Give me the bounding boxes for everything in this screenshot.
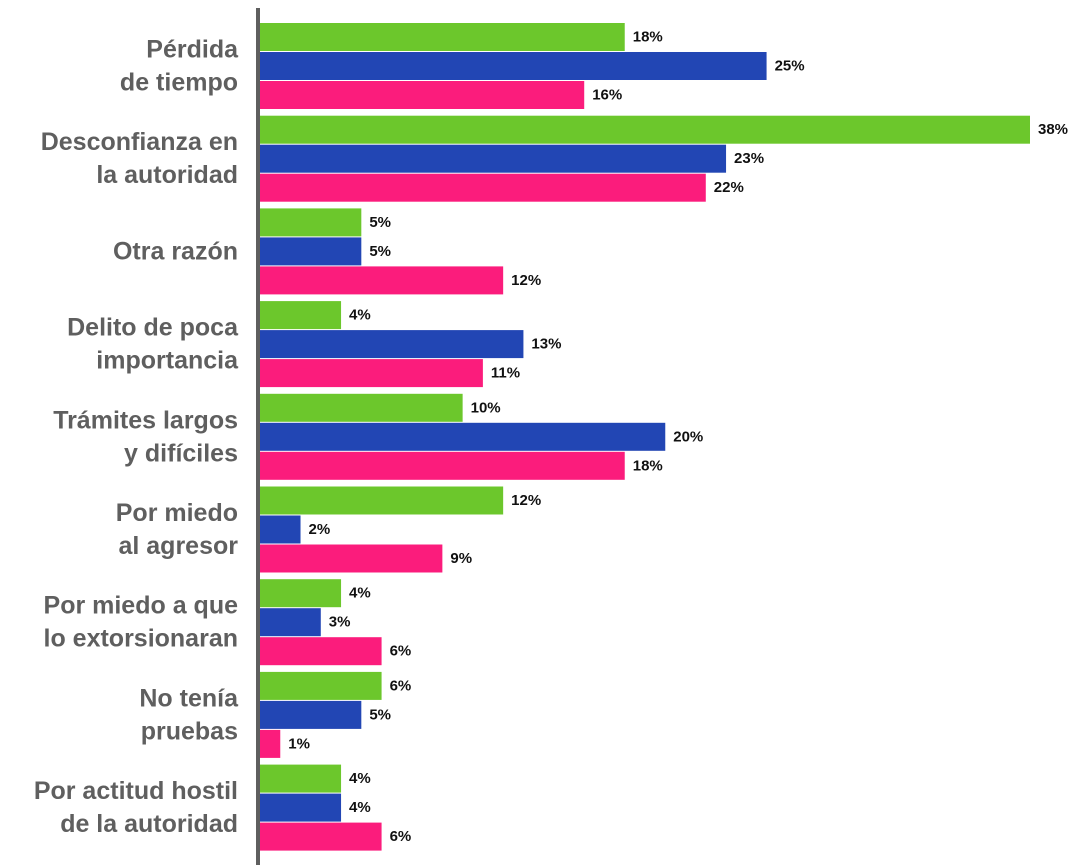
category-label-7-line-0: No tenía: [139, 684, 239, 712]
bar-2-0: [260, 208, 362, 237]
bar-4-1: [260, 422, 666, 451]
value-label-3-2: 11%: [491, 365, 520, 382]
value-label-8-0: 4%: [349, 770, 371, 787]
bar-8-1: [260, 793, 342, 822]
category-label-1-line-0: Desconfianza en: [41, 128, 238, 156]
bar-2-2: [260, 266, 504, 295]
category-label-7-line-1: pruebas: [141, 717, 238, 745]
value-label-0-2: 16%: [592, 87, 622, 104]
category-label-0-line-0: Pérdida: [146, 36, 239, 64]
value-labels-group: 18% 25% 16% 38% 23% 22% 5% 5% 12% 4% 13% 11% 10% 20% 1…: [288, 29, 1068, 846]
value-label-5-2: 9%: [450, 550, 472, 567]
category-label-4-line-1: y difíciles: [124, 439, 238, 467]
bar-1-2: [260, 173, 706, 202]
value-label-7-1: 5%: [369, 706, 391, 723]
bar-5-0: [260, 486, 504, 515]
category-label-8-line-1: de la autoridad: [60, 810, 238, 838]
value-label-5-0: 12%: [511, 492, 541, 509]
value-label-3-0: 4%: [349, 307, 371, 324]
value-label-4-1: 20%: [673, 428, 703, 445]
value-label-3-1: 13%: [531, 336, 561, 353]
category-label-2-line-0: Otra razón: [113, 237, 238, 265]
value-label-4-0: 10%: [471, 399, 501, 416]
category-label-3-line-0: Delito de poca: [67, 314, 239, 342]
bar-4-0: [260, 393, 463, 422]
value-label-5-1: 2%: [309, 521, 331, 538]
bar-0-1: [260, 52, 767, 80]
bar-6-2: [260, 637, 382, 666]
category-label-1-line-1: la autoridad: [96, 161, 238, 189]
bar-2-1: [260, 237, 362, 266]
bar-0-0: [260, 23, 625, 51]
bar-1-1: [260, 144, 727, 173]
bar-8-0: [260, 764, 342, 793]
value-label-2-2: 12%: [511, 272, 541, 289]
bar-8-2: [260, 822, 382, 851]
value-label-1-1: 23%: [734, 150, 764, 167]
bar-1-0: [260, 115, 1030, 144]
value-label-2-1: 5%: [369, 243, 391, 260]
bar-7-2: [260, 729, 281, 758]
bar-0-2: [260, 81, 585, 109]
value-label-7-2: 1%: [288, 735, 310, 752]
bar-6-1: [260, 608, 321, 637]
value-label-8-1: 4%: [349, 799, 371, 816]
value-label-1-2: 22%: [714, 179, 744, 196]
bar-3-1: [260, 330, 524, 359]
bar-3-0: [260, 301, 342, 330]
category-label-6-line-1: lo extorsionaran: [44, 625, 239, 653]
value-label-1-0: 38%: [1038, 121, 1068, 138]
category-label-3-line-1: importancia: [96, 347, 239, 375]
category-label-0-line-1: de tiempo: [120, 69, 238, 97]
category-label-4-line-0: Trámites largos: [53, 406, 238, 434]
bar-3-2: [260, 359, 483, 388]
bar-4-2: [260, 451, 625, 480]
value-label-4-2: 18%: [633, 457, 663, 474]
value-label-0-1: 25%: [775, 58, 805, 75]
bar-5-2: [260, 544, 443, 573]
bar-7-1: [260, 700, 362, 729]
value-label-6-0: 4%: [349, 585, 371, 602]
value-label-8-2: 6%: [390, 828, 412, 845]
category-label-8-line-0: Por actitud hostil: [34, 777, 238, 805]
value-label-6-1: 3%: [329, 614, 351, 631]
category-label-5-line-1: al agresor: [118, 532, 238, 560]
value-label-7-0: 6%: [390, 677, 412, 694]
bar-7-0: [260, 671, 382, 700]
value-label-0-0: 18%: [633, 29, 663, 46]
value-label-2-0: 5%: [369, 214, 391, 231]
bar-6-0: [260, 579, 342, 608]
category-labels-group: Pérdida de tiempo Desconfianza en la autori…: [34, 36, 239, 839]
value-label-6-2: 6%: [390, 643, 412, 660]
category-label-5-line-0: Por miedo: [116, 499, 238, 527]
category-label-6-line-0: Por miedo a que: [44, 592, 239, 620]
bars-group: [260, 23, 1030, 851]
bar-5-1: [260, 515, 301, 544]
